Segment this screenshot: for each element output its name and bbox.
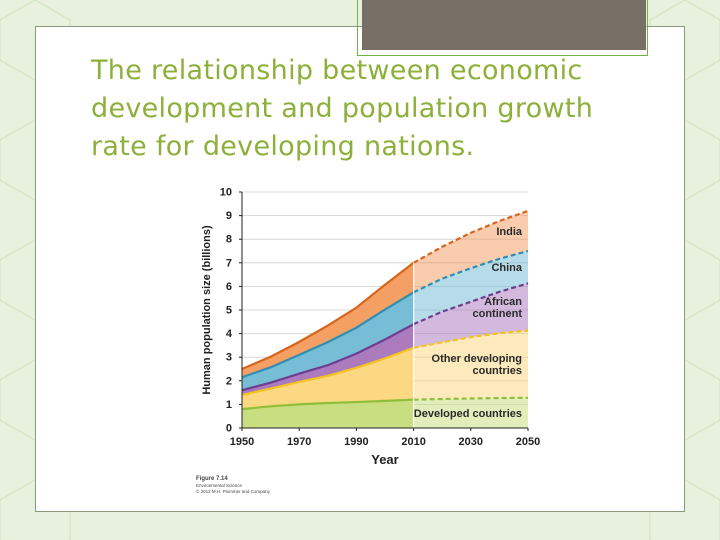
y-tick-label-10: 10 [220,187,232,199]
y-tick-label-3: 3 [226,352,232,364]
accent-bar-outline [357,0,648,56]
x-tick-label-2030: 2030 [459,436,483,448]
caption-book: Environmental Science [196,483,243,488]
x-tick-label-1970: 1970 [287,436,311,448]
y-tick-label-6: 6 [226,281,232,293]
caption-figure: Figure 7.14 [196,476,228,482]
y-tick-label-8: 8 [226,234,232,246]
line-african-continent [241,323,415,392]
line-developed-countries [241,398,414,411]
accent-bar [362,0,646,50]
slide-frame [35,26,685,512]
y-tick-label-5: 5 [226,305,232,317]
line-projection-india [413,209,529,264]
series-label-developed-countries: Developed countries [414,408,522,420]
area-projection-other-developing-countries [413,330,528,400]
x-axis-title: Year [371,452,398,467]
y-tick-label-9: 9 [226,210,232,222]
y-tick-label-4: 4 [226,328,233,340]
line-projection-developed-countries [413,396,529,401]
x-tick-label-2010: 2010 [401,436,425,448]
area-developed-countries [242,399,414,428]
population-chart: 0 1 2 3 4 5 6 7 8 9 10 1950 1970 1990 2010 2030 2050 Year… [201,187,540,468]
series-label-african-continent: African continent [473,296,523,320]
area-china [242,292,414,391]
area-india [242,262,414,378]
figure-caption: Figure 7.14 Environmental Science © 2012… [196,476,270,494]
y-tick-label-0: 0 [226,423,232,435]
y-tick-label-1: 1 [226,399,232,411]
area-projection-india [413,210,528,293]
x-tick-label-2050: 2050 [516,436,540,448]
area-projection-china [413,251,528,325]
y-tick-label-2: 2 [226,375,232,387]
y-axis-title: Human population size (billions) [201,225,213,395]
line-india [241,261,415,371]
line-projection-other-developing-countries [413,329,529,349]
y-tick-label-7: 7 [226,257,232,269]
line-other-developing-countries [241,346,414,397]
series-label-india: India [496,226,523,238]
slide-title: The relationship between economic develo… [91,55,594,162]
series-label-other-developing-countries: Other developing countries [432,353,522,377]
series-label-china: China [491,262,522,274]
line-projection-african-continent [413,282,529,326]
area-projection-developed-countries [413,397,528,428]
line-china [241,291,415,379]
x-tick-label-1950: 1950 [230,436,254,448]
area-projection-african-continent [413,283,528,348]
caption-copyright: © 2012 M.H. Plummer and Company [196,488,270,494]
x-tick-label-1990: 1990 [344,436,368,448]
